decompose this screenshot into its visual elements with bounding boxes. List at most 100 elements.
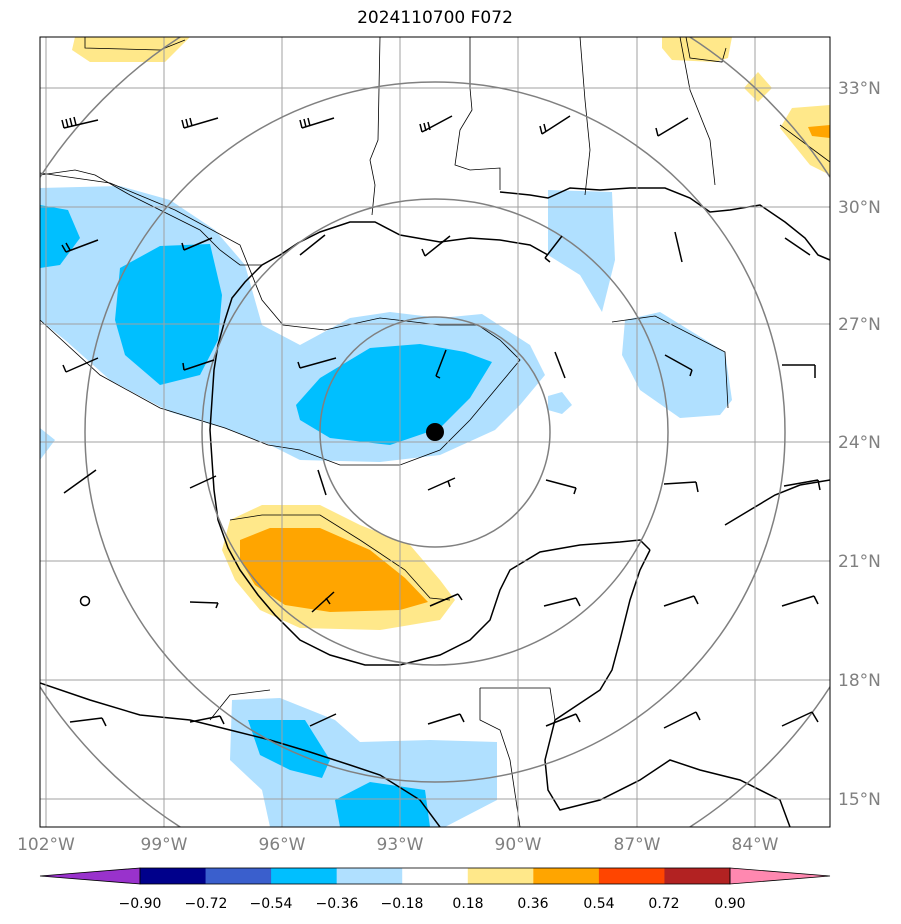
lon-label: 99°W — [141, 835, 188, 855]
wind-barb — [317, 469, 327, 496]
anomaly-core-south-a — [248, 720, 330, 778]
wind-barb — [663, 481, 699, 493]
positive-core-south-tx — [240, 528, 428, 612]
wind-barb — [69, 717, 107, 727]
colorbar-frame — [139, 867, 731, 885]
wind-barb — [61, 116, 99, 129]
colorbar-segment — [664, 868, 731, 884]
wind-barb — [782, 364, 816, 378]
colorbar-label: −0.54 — [250, 896, 293, 912]
lon-label: 96°W — [259, 835, 306, 855]
lat-label: 18°N — [838, 671, 881, 691]
shaded-anomaly-fields — [40, 37, 830, 827]
wind-barb — [62, 357, 99, 373]
colorbar-label: −0.18 — [381, 896, 424, 912]
anomaly-contour-lines — [40, 37, 830, 601]
colorbar-label: 0.36 — [517, 896, 548, 912]
colorbar-segment — [205, 868, 272, 884]
wind-barb — [545, 479, 577, 495]
lat-label: 21°N — [838, 552, 881, 572]
colorbar-segment — [402, 868, 469, 884]
anomaly-region-small-east — [548, 392, 572, 414]
wind-barb — [182, 359, 215, 371]
colorbar-label: −0.36 — [316, 896, 359, 912]
wind-barb — [781, 711, 819, 727]
lon-label: 90°W — [495, 835, 542, 855]
colorbar-label: −0.90 — [119, 896, 162, 912]
lon-label: 102°W — [17, 835, 75, 855]
wind-barb — [311, 591, 335, 613]
colorbar: −0.90 −0.72 −0.54 −0.36 −0.18 0.18 0.36 … — [39, 867, 831, 912]
wind-barb — [664, 354, 693, 377]
lat-label: 33°N — [838, 79, 881, 99]
colorbar-labels: −0.90 −0.72 −0.54 −0.36 −0.18 0.18 0.36 … — [119, 896, 746, 912]
anomaly-core-coast — [115, 244, 222, 385]
anomaly-core-south-b — [335, 782, 430, 827]
wind-barb — [543, 597, 581, 607]
wind-barb — [427, 477, 456, 491]
lat-lon-grid — [40, 37, 830, 827]
calm-wind-circle — [79, 595, 91, 607]
colorbar-segment — [271, 868, 338, 884]
lon-label: 93°W — [377, 835, 424, 855]
colorbar-segment — [336, 868, 403, 884]
wind-barb — [181, 117, 219, 129]
wind-barb — [674, 231, 683, 263]
wind-barb — [63, 469, 97, 494]
lat-label: 15°N — [838, 790, 881, 810]
lat-label: 27°N — [838, 315, 881, 335]
colorbar-segment — [598, 868, 665, 884]
wind-barbs — [61, 115, 821, 729]
wind-barb — [783, 479, 821, 491]
colorbar-segment — [140, 868, 207, 884]
wind-barb — [545, 713, 581, 727]
colorbar-label: 0.72 — [648, 896, 679, 912]
colorbar-label: −0.72 — [185, 896, 228, 912]
anomaly-core-gulf — [296, 344, 492, 445]
colorbar-segment — [467, 868, 534, 884]
colorbar-extend-high — [729, 867, 831, 885]
political-borders — [40, 37, 716, 827]
wind-barb — [427, 713, 465, 725]
wind-barb — [189, 475, 217, 489]
positive-region-top-right — [662, 37, 732, 62]
lon-label: 84°W — [732, 835, 779, 855]
longitude-labels: 102°W 99°W 96°W 93°W 90°W 87°W 84°W — [17, 835, 779, 855]
wind-barb — [61, 239, 99, 253]
wind-barb — [655, 117, 689, 137]
anomaly-region-florida-straits — [622, 312, 732, 418]
lon-label: 87°W — [614, 835, 661, 855]
wind-barb — [544, 235, 563, 263]
wind-barb — [419, 115, 453, 133]
wind-barb — [299, 117, 335, 129]
map-title: 2024110700 F072 — [357, 8, 513, 28]
positive-region-small-diamond — [744, 72, 772, 102]
wind-barb — [309, 713, 337, 727]
coast-cuba — [724, 479, 830, 526]
wind-barb — [189, 601, 219, 609]
latitude-labels: 33°N 30°N 27°N 24°N 21°N 18°N 15°N — [838, 79, 881, 810]
coast-louisiana-florida — [499, 187, 830, 261]
wind-barb — [781, 595, 819, 607]
wind-barb — [663, 595, 699, 607]
range-rings — [40, 37, 830, 827]
map-frame — [39, 36, 831, 828]
colorbar-extend-low — [39, 867, 141, 885]
wind-barb — [299, 234, 326, 256]
positive-core-east-edge — [808, 125, 830, 138]
wind-barb — [435, 349, 447, 379]
storm-center-marker — [426, 423, 444, 441]
colorbar-label: 0.54 — [583, 896, 614, 912]
colorbar-label: 0.90 — [714, 896, 745, 912]
colorbar-segments — [39, 867, 831, 885]
lat-label: 24°N — [838, 433, 881, 453]
wind-barb — [663, 711, 701, 729]
wind-barb — [554, 351, 566, 379]
anomaly-core-west — [40, 205, 80, 268]
lat-label: 30°N — [838, 198, 881, 218]
wind-barb — [539, 115, 571, 135]
coast-yucatan — [544, 549, 791, 827]
wind-barb — [429, 593, 463, 607]
colorbar-label: 0.18 — [452, 896, 483, 912]
